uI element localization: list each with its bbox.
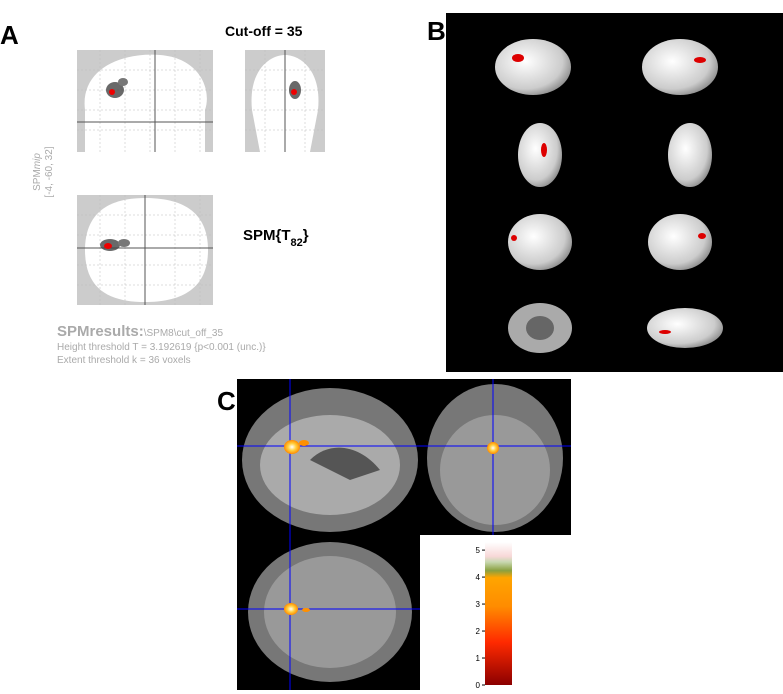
render-panel (446, 13, 783, 372)
colorbar (485, 542, 512, 685)
colorbar-tick-label: 5 (476, 546, 481, 555)
colorbar-tick-label: 1 (476, 654, 481, 663)
glass-brain-sagittal (77, 50, 213, 152)
mri-views (237, 379, 571, 690)
colorbar-tick-label: 4 (476, 573, 481, 582)
height-threshold: Height threshold T = 3.192619 {p<0.001 (… (57, 342, 266, 353)
glass-brain-axial (77, 195, 213, 305)
mip-coords: [-4, -60, 32] (44, 146, 55, 197)
results-line: SPMresults:\SPM8\cut_off_35 (57, 323, 223, 340)
colorbar-tick-label: 3 (476, 600, 481, 609)
glass-brain-coronal (245, 50, 325, 152)
panel-letter: C (217, 386, 236, 416)
mip-label: SPMmip (32, 153, 43, 191)
panel-title: Cut-off = 35 (225, 23, 303, 39)
colorbar-tick-label: 2 (476, 627, 481, 636)
extent-threshold: Extent threshold k = 36 voxels (57, 355, 191, 366)
colorbar-tick-label: 0 (476, 681, 481, 690)
stat-label: SPM{T82} (243, 227, 309, 249)
panel-letter: B (427, 16, 446, 46)
panel-letter: A (0, 20, 19, 50)
